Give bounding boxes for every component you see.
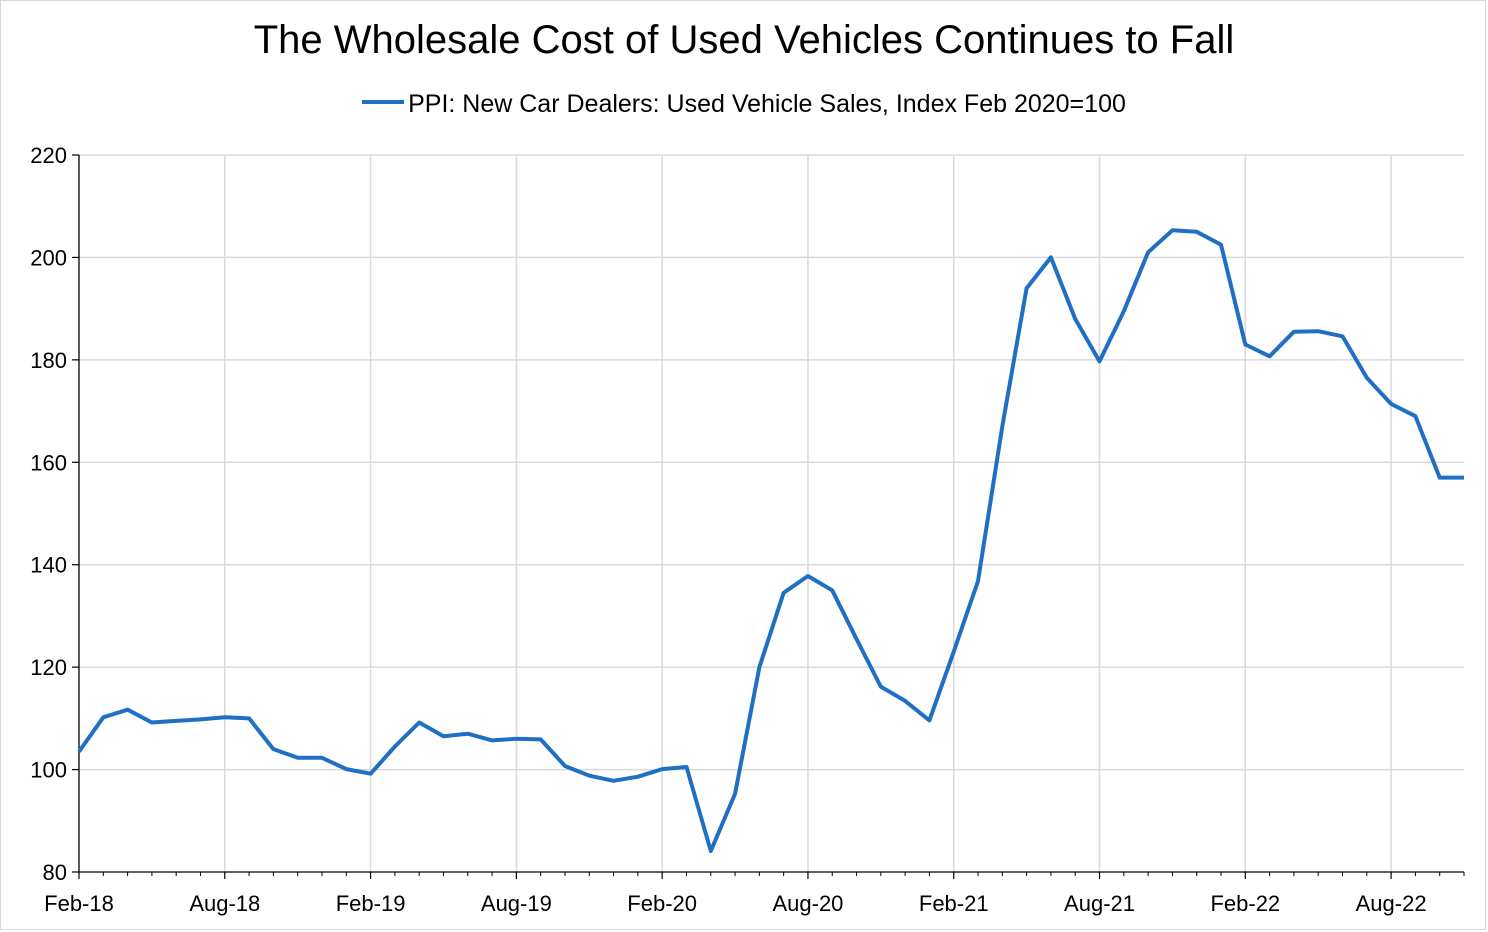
data-point: [514, 737, 518, 741]
data-point: [150, 721, 154, 725]
data-point: [855, 637, 859, 641]
y-tick-label: 220: [30, 143, 67, 168]
data-point: [1292, 330, 1296, 334]
y-tick-label: 180: [30, 348, 67, 373]
legend-label: PPI: New Car Dealers: Used Vehicle Sales…: [408, 90, 1126, 118]
data-point: [442, 734, 446, 738]
data-point: [612, 779, 616, 783]
data-point: [709, 849, 713, 853]
data-point: [271, 747, 275, 751]
chart-title: The Wholesale Cost of Used Vehicles Cont…: [253, 18, 1235, 62]
data-point: [685, 765, 689, 769]
data-point: [1195, 230, 1199, 234]
y-tick-label: 200: [30, 245, 67, 270]
data-point: [563, 764, 567, 768]
x-tick-label: Aug-20: [772, 891, 843, 916]
x-tick-label: Feb-22: [1210, 891, 1280, 916]
data-point: [296, 756, 300, 760]
data-point: [952, 650, 956, 654]
y-tick-label: 100: [30, 758, 67, 783]
legend-swatch: [362, 100, 405, 105]
data-point: [903, 699, 907, 703]
data-point: [1341, 334, 1345, 338]
data-point: [126, 708, 130, 712]
data-point: [77, 750, 81, 754]
y-tick-label: 160: [30, 450, 67, 475]
data-point: [174, 719, 178, 723]
y-tick-label: 140: [30, 553, 67, 578]
data-point: [539, 737, 543, 741]
data-point: [223, 715, 227, 719]
data-point: [199, 717, 203, 721]
data-point: [1413, 414, 1417, 418]
data-point: [733, 792, 737, 796]
data-point: [782, 591, 786, 595]
x-tick-label: Feb-21: [919, 891, 989, 916]
data-point: [1268, 354, 1272, 358]
data-point: [1316, 329, 1320, 333]
data-point: [757, 665, 761, 669]
data-point: [417, 721, 421, 725]
y-tick-label: 80: [43, 860, 67, 885]
data-point: [1025, 286, 1029, 290]
data-point: [101, 715, 105, 719]
series-line-used-vehicle-ppi: [77, 228, 1464, 853]
data-point: [587, 774, 591, 778]
data-point: [1049, 255, 1053, 259]
x-tick-label: Aug-19: [481, 891, 552, 916]
data-point: [1122, 309, 1126, 313]
x-tick-label: Feb-19: [336, 891, 406, 916]
x-tick-label: Feb-18: [44, 891, 114, 916]
data-point: [1438, 476, 1442, 480]
data-point: [1243, 343, 1247, 347]
data-point: [1365, 376, 1369, 380]
x-tick-label: Aug-21: [1064, 891, 1135, 916]
data-point: [806, 574, 810, 578]
data-point: [636, 775, 640, 779]
data-point: [490, 738, 494, 742]
data-point: [393, 745, 397, 749]
data-point: [466, 732, 470, 736]
data-point: [1219, 243, 1223, 247]
data-point: [1170, 228, 1174, 232]
x-tick-label: Feb-20: [627, 891, 697, 916]
data-point: [927, 718, 931, 722]
data-point: [344, 767, 348, 771]
x-tick-label: Aug-22: [1356, 891, 1427, 916]
data-point: [1073, 317, 1077, 321]
data-point: [660, 767, 664, 771]
data-point: [879, 685, 883, 689]
y-tick-label: 120: [30, 655, 67, 680]
data-point: [1000, 424, 1004, 428]
data-point: [247, 716, 251, 720]
data-point: [1389, 402, 1393, 406]
legend: PPI: New Car Dealers: Used Vehicle Sales…: [0, 90, 1488, 119]
data-point: [976, 579, 980, 583]
data-point: [320, 756, 324, 760]
data-point: [1462, 476, 1466, 480]
data-point: [369, 772, 373, 776]
data-point: [1098, 359, 1102, 363]
data-point: [1146, 250, 1150, 254]
data-point: [830, 588, 834, 592]
x-tick-label: Aug-18: [189, 891, 260, 916]
